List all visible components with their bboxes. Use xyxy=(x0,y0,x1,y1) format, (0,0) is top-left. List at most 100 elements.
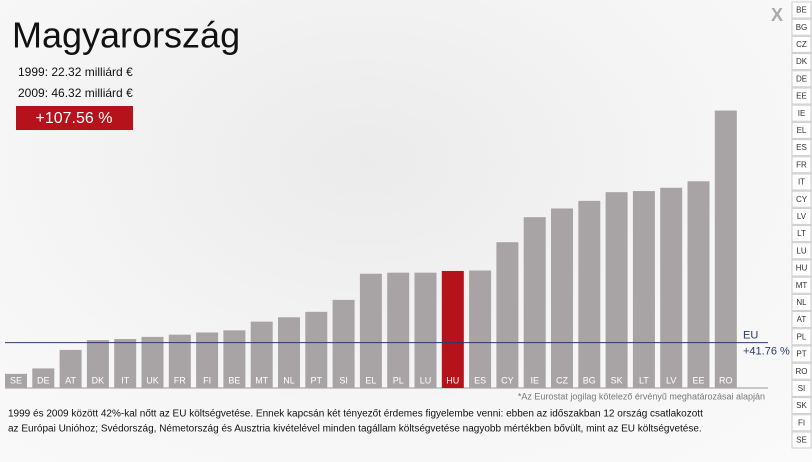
menu-cell[interactable] xyxy=(791,121,812,139)
bar xyxy=(496,242,519,388)
menu-cell[interactable] xyxy=(791,397,812,415)
x-tick-label: LU xyxy=(420,375,432,385)
x-tick-label: IE xyxy=(530,375,539,385)
bar xyxy=(387,272,410,388)
menu-cell[interactable] xyxy=(791,190,812,208)
bar xyxy=(605,192,628,388)
menu-item[interactable]: PT xyxy=(796,350,806,359)
bar xyxy=(5,373,27,388)
x-tick-label: SK xyxy=(611,375,623,385)
menu-item[interactable]: EE xyxy=(796,92,807,101)
change-badge xyxy=(16,106,133,130)
bar xyxy=(523,217,546,388)
menu-cell[interactable] xyxy=(791,53,812,71)
menu-cell[interactable] xyxy=(791,379,812,397)
bar xyxy=(305,311,328,388)
menu-item[interactable]: NL xyxy=(796,298,807,307)
x-tick-label: IT xyxy=(121,375,130,385)
menu-cell[interactable] xyxy=(791,87,812,105)
menu-item[interactable]: CZ xyxy=(796,40,807,49)
menu-cell[interactable] xyxy=(791,259,812,277)
menu-item[interactable]: HU xyxy=(796,264,808,273)
menu-cell[interactable] xyxy=(791,362,812,380)
bar xyxy=(250,321,273,388)
menu-item[interactable]: SI xyxy=(798,384,806,393)
reference-label: +41.76 % xyxy=(743,345,790,357)
menu-cell[interactable] xyxy=(791,345,812,363)
menu-cell[interactable] xyxy=(791,156,812,174)
menu-item[interactable]: BE xyxy=(796,6,807,15)
menu-item[interactable]: SK xyxy=(796,401,807,410)
bar xyxy=(441,270,464,388)
menu-item[interactable]: DK xyxy=(796,57,808,66)
bar xyxy=(59,349,82,388)
bar xyxy=(714,110,737,388)
x-tick-label: CZ xyxy=(556,375,568,385)
info-2009: 2009: 46.32 milliárd € xyxy=(18,86,133,100)
menu-item[interactable]: EL xyxy=(797,126,807,135)
bar xyxy=(414,272,437,388)
x-tick-label: BG xyxy=(583,375,596,385)
x-tick-label: NL xyxy=(283,375,295,385)
bar xyxy=(278,317,300,388)
menu-cell[interactable] xyxy=(791,414,812,432)
change-label: +107.56 % xyxy=(36,110,113,127)
menu-item[interactable]: MT xyxy=(796,281,808,290)
menu-cell[interactable] xyxy=(791,431,812,449)
menu-item[interactable]: AT xyxy=(797,315,807,324)
menu-item[interactable]: LU xyxy=(796,246,806,255)
bar xyxy=(223,330,246,388)
menu-item[interactable]: DE xyxy=(796,74,807,83)
x-tick-label: SE xyxy=(10,375,22,385)
menu-cell[interactable] xyxy=(791,311,812,329)
bar xyxy=(359,273,382,388)
menu-cell[interactable] xyxy=(791,35,812,53)
bar xyxy=(551,208,573,388)
reference-name: EU xyxy=(743,329,758,341)
menu-cell[interactable] xyxy=(791,104,812,122)
menu-cell[interactable] xyxy=(791,293,812,311)
bar xyxy=(332,299,355,388)
menu-item[interactable]: LT xyxy=(797,229,806,238)
menu-cell[interactable] xyxy=(791,328,812,346)
menu-item[interactable]: FR xyxy=(796,160,807,169)
menu-cell[interactable] xyxy=(791,207,812,225)
menu-cell[interactable] xyxy=(791,225,812,243)
info-1999: 1999: 22.32 milliárd € xyxy=(18,65,133,79)
close-button[interactable]: X xyxy=(771,5,783,25)
menu-item[interactable]: RO xyxy=(796,367,808,376)
menu-cell[interactable] xyxy=(791,173,812,191)
menu-item[interactable]: IT xyxy=(798,178,805,187)
x-tick-label: DE xyxy=(37,375,50,385)
x-tick-label: SI xyxy=(339,375,348,385)
menu-cell[interactable] xyxy=(791,242,812,260)
bar xyxy=(141,336,164,388)
menu-item[interactable]: BG xyxy=(796,23,808,32)
x-tick-label: DK xyxy=(92,375,105,385)
menu-item[interactable]: CY xyxy=(796,195,808,204)
menu-item[interactable]: ES xyxy=(796,143,807,152)
menu-item[interactable]: IE xyxy=(798,109,806,118)
x-tick-label: PT xyxy=(311,375,323,385)
x-tick-label: ES xyxy=(474,375,486,385)
x-tick-label: FR xyxy=(174,375,186,385)
menu-cell[interactable] xyxy=(791,139,812,157)
bar xyxy=(632,191,655,388)
menu-item[interactable]: LV xyxy=(797,212,807,221)
x-tick-label: FI xyxy=(203,375,211,385)
x-tick-label: MT xyxy=(255,375,268,385)
x-tick-label: CY xyxy=(501,375,514,385)
x-tick-label: EL xyxy=(365,375,376,385)
menu-cell[interactable] xyxy=(791,70,812,88)
menu-cell[interactable] xyxy=(791,18,812,36)
menu-cell[interactable] xyxy=(791,1,812,19)
title: Magyarország xyxy=(12,15,240,56)
menu-item[interactable]: FI xyxy=(798,418,805,427)
menu-item[interactable]: PL xyxy=(797,332,807,341)
description-1: 1999 és 2009 között 42%-kal nőtt az EU k… xyxy=(8,409,703,420)
menu-item[interactable]: SE xyxy=(796,436,807,445)
x-tick-label: BE xyxy=(228,375,240,385)
menu-cell[interactable] xyxy=(791,276,812,294)
